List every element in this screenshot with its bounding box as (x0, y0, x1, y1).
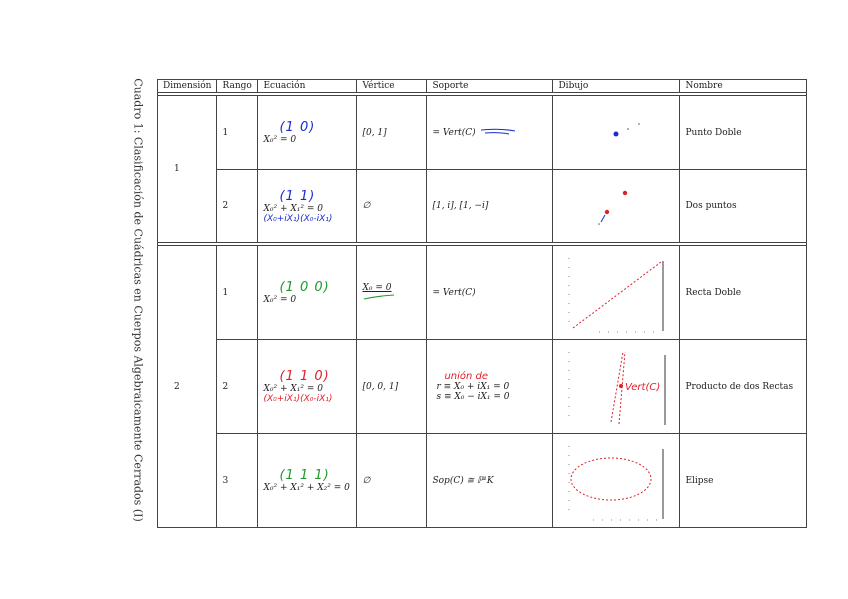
table-row: 2 (1 1 0) X₀² + X₁² = 0 (X₀+iX₁)(X₀-iX₁)… (158, 339, 808, 434)
soporte-cell: Sop(C) ≅ ℙ¹K (426, 433, 554, 528)
ecuacion-cell: (1 1 0) X₀² + X₁² = 0 (X₀+iX₁)(X₀-iX₁) (257, 339, 358, 434)
header-dimension: Dimensión (156, 79, 218, 93)
support-line-r: r ≡ X₀ + iX₁ = 0 (436, 382, 510, 392)
rango-cell: 2 (216, 339, 259, 434)
equation: X₀² + X₁² = 0 (263, 384, 323, 394)
dibujo-cell: Vert(C) (552, 339, 681, 434)
table-row: 2 (1 1) X₀² + X₁² = 0 (X₀+iX₁)(X₀-iX₁) ∅… (158, 169, 808, 243)
matrix-annotation: (1 1) (279, 188, 316, 204)
vertice-cell: [0, 1] (356, 95, 428, 170)
factor-annotation: (X₀+iX₁)(X₀-iX₁) (263, 394, 333, 404)
drawing-two-points (598, 190, 628, 225)
vertex: ∅ (362, 475, 371, 486)
header-row: Dimensión Rango Ecuación Vértice Soporte… (156, 79, 808, 93)
header-dibujo: Dibujo (552, 79, 681, 93)
table-row: 2 1 (1 0 0) X₀² = 0 X₀ = 0 = Vert(C) Rec… (156, 245, 808, 528)
scribble-underline (364, 294, 395, 299)
drawing-two-lines: Vert(C) (568, 351, 666, 425)
vertex: ∅ (362, 201, 371, 211)
nombre-cell: Producto de dos Rectas (679, 339, 808, 434)
ecuacion-cell: (1 1) X₀² + X₁² = 0 (X₀+iX₁)(X₀-iX₁) (257, 169, 358, 243)
ecuacion-cell: (1 1 1) X₀² + X₁² + X₂² = 0 (257, 433, 358, 528)
soporte-cell: unión de r ≡ X₀ + iX₁ = 0 s ≡ X₀ − iX₁ =… (426, 339, 554, 434)
header-vertice: Vértice (356, 79, 428, 93)
vertex: [0, 1] (362, 127, 387, 138)
support-annotation: unión de (444, 371, 489, 382)
header-rango: Rango (216, 79, 259, 93)
factor-annotation: (X₀+iX₁)(X₀-iX₁) (263, 213, 333, 224)
rango-cell: 1 (216, 245, 259, 340)
soporte-cell: = Vert(C) (426, 245, 554, 340)
vertice-cell: X₀ = 0 (356, 245, 428, 340)
dibujo-cell (552, 433, 681, 528)
vertice-cell: [0, 0, 1] (356, 339, 428, 434)
header-soporte: Soporte (426, 79, 554, 93)
support: [1, i], [1, −i] (432, 201, 489, 211)
table-row: 1 1 (1 0) X₀² = 0 [0, 1] = Vert(C) Punto… (156, 95, 808, 243)
ecuacion-cell: (1 0 0) X₀² = 0 (257, 245, 358, 340)
soporte-cell: [1, i], [1, −i] (426, 169, 554, 243)
ecuacion-cell: (1 0) X₀² = 0 (257, 95, 358, 170)
equation: X₀² + X₁² = 0 (263, 203, 323, 214)
rango-cell: 1 (216, 95, 259, 170)
table-caption: Cuadro 1: Clasificación de Cuádricas en … (131, 78, 145, 522)
dimension-cell: 1 (156, 95, 218, 243)
vertex: [0, 0, 1] (362, 381, 399, 392)
nombre-cell: Punto Doble (679, 95, 808, 170)
drawing-ellipse (568, 446, 664, 521)
header-nombre: Nombre (679, 79, 808, 93)
scribble-underline (480, 128, 515, 135)
drawing-double-point (613, 123, 641, 137)
vertex: X₀ = 0 (362, 282, 392, 293)
header-ecuacion: Ecuación (257, 79, 358, 93)
drawing-double-line (568, 258, 664, 333)
equation: X₀² + X₁² + X₂² = 0 (263, 483, 350, 493)
dibujo-cell (552, 245, 681, 340)
nombre-cell: Elipse (679, 433, 808, 528)
matrix-annotation: (1 1 1) (279, 468, 330, 483)
vertice-cell: ∅ (356, 433, 428, 528)
dibujo-cell (552, 95, 681, 170)
dimension-cell: 2 (156, 245, 218, 528)
table-row: 3 (1 1 1) X₀² + X₁² + X₂² = 0 ∅ Sop(C) ≅… (158, 433, 808, 528)
matrix-annotation: (1 0) (279, 120, 316, 135)
equation: X₀² = 0 (263, 295, 297, 305)
dibujo-cell (552, 169, 681, 243)
support: Sop(C) ≅ ℙ¹K (432, 475, 494, 486)
support: = Vert(C) (432, 128, 476, 138)
soporte-cell: = Vert(C) (426, 95, 554, 170)
rango-cell: 2 (216, 169, 259, 243)
matrix-annotation: (1 0 0) (279, 280, 330, 295)
rango-cell: 3 (216, 433, 259, 528)
equation: X₀² = 0 (263, 135, 297, 145)
support-line-s: s ≡ X₀ − iX₁ = 0 (436, 392, 510, 402)
classification-table: Dimensión Rango Ecuación Vértice Soporte… (156, 79, 808, 528)
nombre-cell: Dos puntos (679, 169, 808, 243)
nombre-cell: Recta Doble (679, 245, 808, 340)
support: = Vert(C) (432, 287, 476, 298)
matrix-annotation: (1 1 0) (279, 369, 330, 384)
vertex-annotation: Vert(C) (625, 382, 660, 393)
vertice-cell: ∅ (356, 169, 428, 243)
